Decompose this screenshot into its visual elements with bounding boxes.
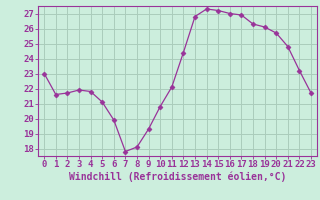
X-axis label: Windchill (Refroidissement éolien,°C): Windchill (Refroidissement éolien,°C) [69,172,286,182]
